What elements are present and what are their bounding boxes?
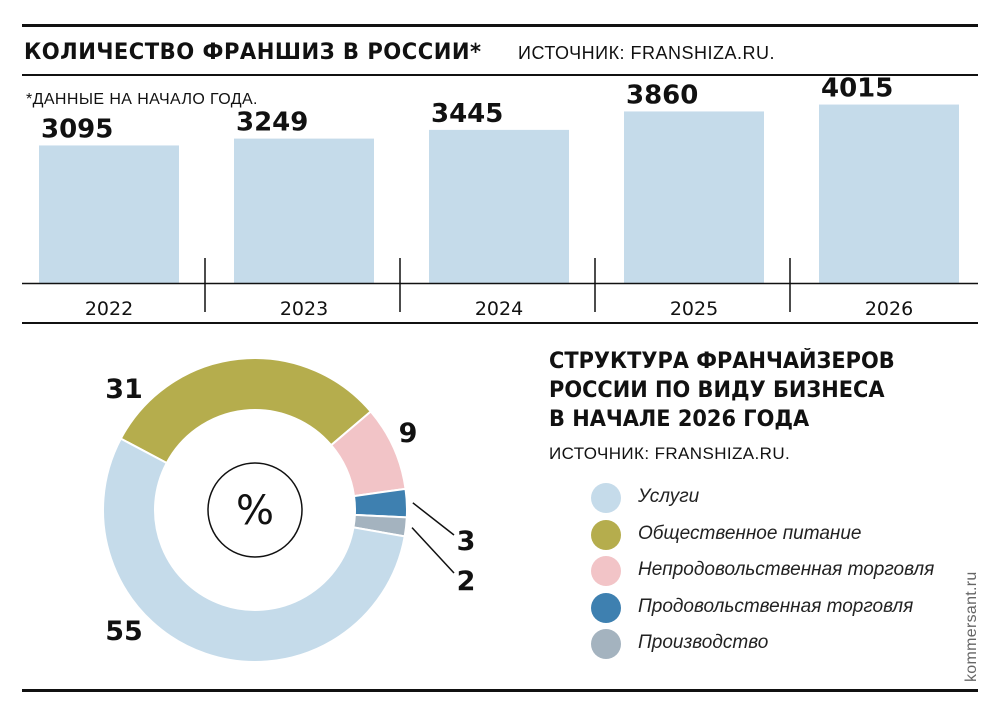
legend-swatch [591, 519, 621, 550]
bar [819, 104, 959, 283]
bar-value-label: 3249 [236, 108, 308, 138]
footnote: *ДАННЫЕ НА НАЧАЛО ГОДА. [26, 91, 258, 108]
center-unit-label: % [236, 488, 274, 534]
bar [39, 145, 179, 283]
x-tick-label: 2022 [85, 298, 133, 320]
x-tick-label: 2024 [475, 298, 523, 320]
bar [234, 138, 374, 283]
slice-value-label: 9 [399, 418, 418, 449]
donut-chart: 31 9 55 3 2% [102, 357, 476, 663]
chart-source: ИСТОЧНИК: FRANSHIZA.RU. [518, 43, 776, 63]
bar-value-label: 3860 [626, 80, 698, 110]
x-tick-label: 2023 [280, 298, 328, 320]
x-tick-label: 2026 [865, 298, 913, 320]
chart-title: КОЛИЧЕСТВО ФРАНШИЗ В РОССИИ* [24, 40, 482, 65]
section-rule [22, 322, 978, 324]
slice-value-label: 55 [105, 616, 143, 647]
donut-slice [102, 437, 406, 663]
legend-label: Непродовольственная торговля [638, 559, 935, 580]
bar-chart: 3095 2022 3249 2023 3445 2024 3860 2025 4015 2026 [22, 74, 978, 320]
legend-label: Производство [638, 632, 769, 653]
bottom-rule [22, 689, 978, 692]
donut-title: СТРУКТУРА ФРАНЧАЙЗЕРОВ РОССИИ ПО ВИДУ БИ… [549, 347, 895, 434]
legend-swatch [591, 592, 621, 623]
leader-line [412, 502, 455, 536]
donut-title-line: РОССИИ ПО ВИДУ БИЗНЕСА [549, 378, 885, 403]
bar-value-label: 3445 [431, 99, 503, 129]
slice-value-label: 3 [457, 526, 476, 557]
donut-title-line: В НАЧАЛЕ 2026 ГОДА [549, 407, 810, 432]
slice-value-label: 31 [105, 374, 143, 405]
donut-source: ИСТОЧНИК: FRANSHIZA.RU. [549, 444, 791, 463]
bar-value-label: 3095 [41, 114, 113, 144]
legend-label: Продовольственная торговля [638, 595, 914, 617]
legend-swatch [591, 556, 621, 586]
bar-value-label: 4015 [821, 74, 893, 104]
legend-swatch [591, 483, 621, 513]
donut-slice [119, 357, 373, 465]
leader-line [411, 527, 455, 574]
slice-value-label: 2 [457, 566, 476, 597]
legend-label: Общественное питание [638, 522, 862, 544]
legend-label: Услуги [638, 486, 700, 507]
title-rule [22, 74, 978, 76]
bar [624, 111, 764, 283]
legend-swatch [591, 629, 621, 659]
donut-title-line: СТРУКТУРА ФРАНЧАЙЗЕРОВ [549, 349, 895, 374]
center-circle [207, 462, 303, 558]
bar [429, 129, 569, 283]
x-tick-label: 2025 [670, 298, 718, 320]
top-rule [22, 24, 978, 27]
watermark: kommersant.ru [963, 571, 980, 682]
